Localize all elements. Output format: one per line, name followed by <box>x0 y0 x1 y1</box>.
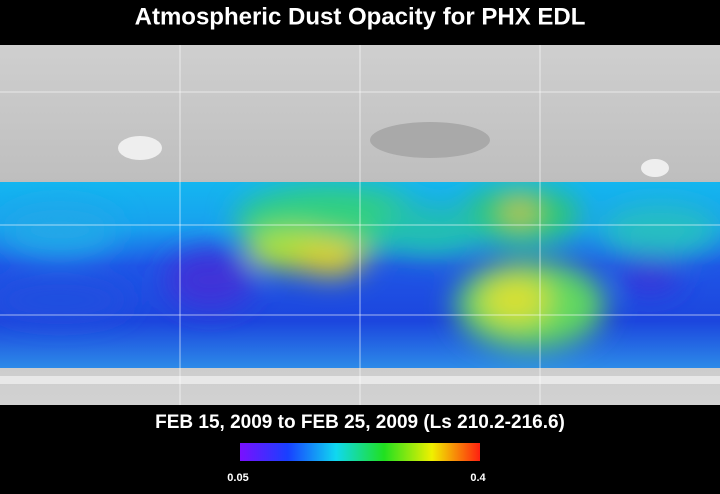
graticule <box>0 45 720 405</box>
colorbar-min-label: 0.05 <box>227 472 248 484</box>
date-range: FEB 15, 2009 to FEB 25, 2009 (Ls 210.2-2… <box>155 412 565 433</box>
volcano <box>641 159 669 177</box>
colorbar <box>240 443 480 461</box>
volcano <box>118 136 162 160</box>
title: Atmospheric Dust Opacity for PHX EDL <box>135 3 586 30</box>
map <box>0 45 720 405</box>
colorbar-max-label: 0.4 <box>470 472 486 484</box>
basin <box>370 122 490 158</box>
